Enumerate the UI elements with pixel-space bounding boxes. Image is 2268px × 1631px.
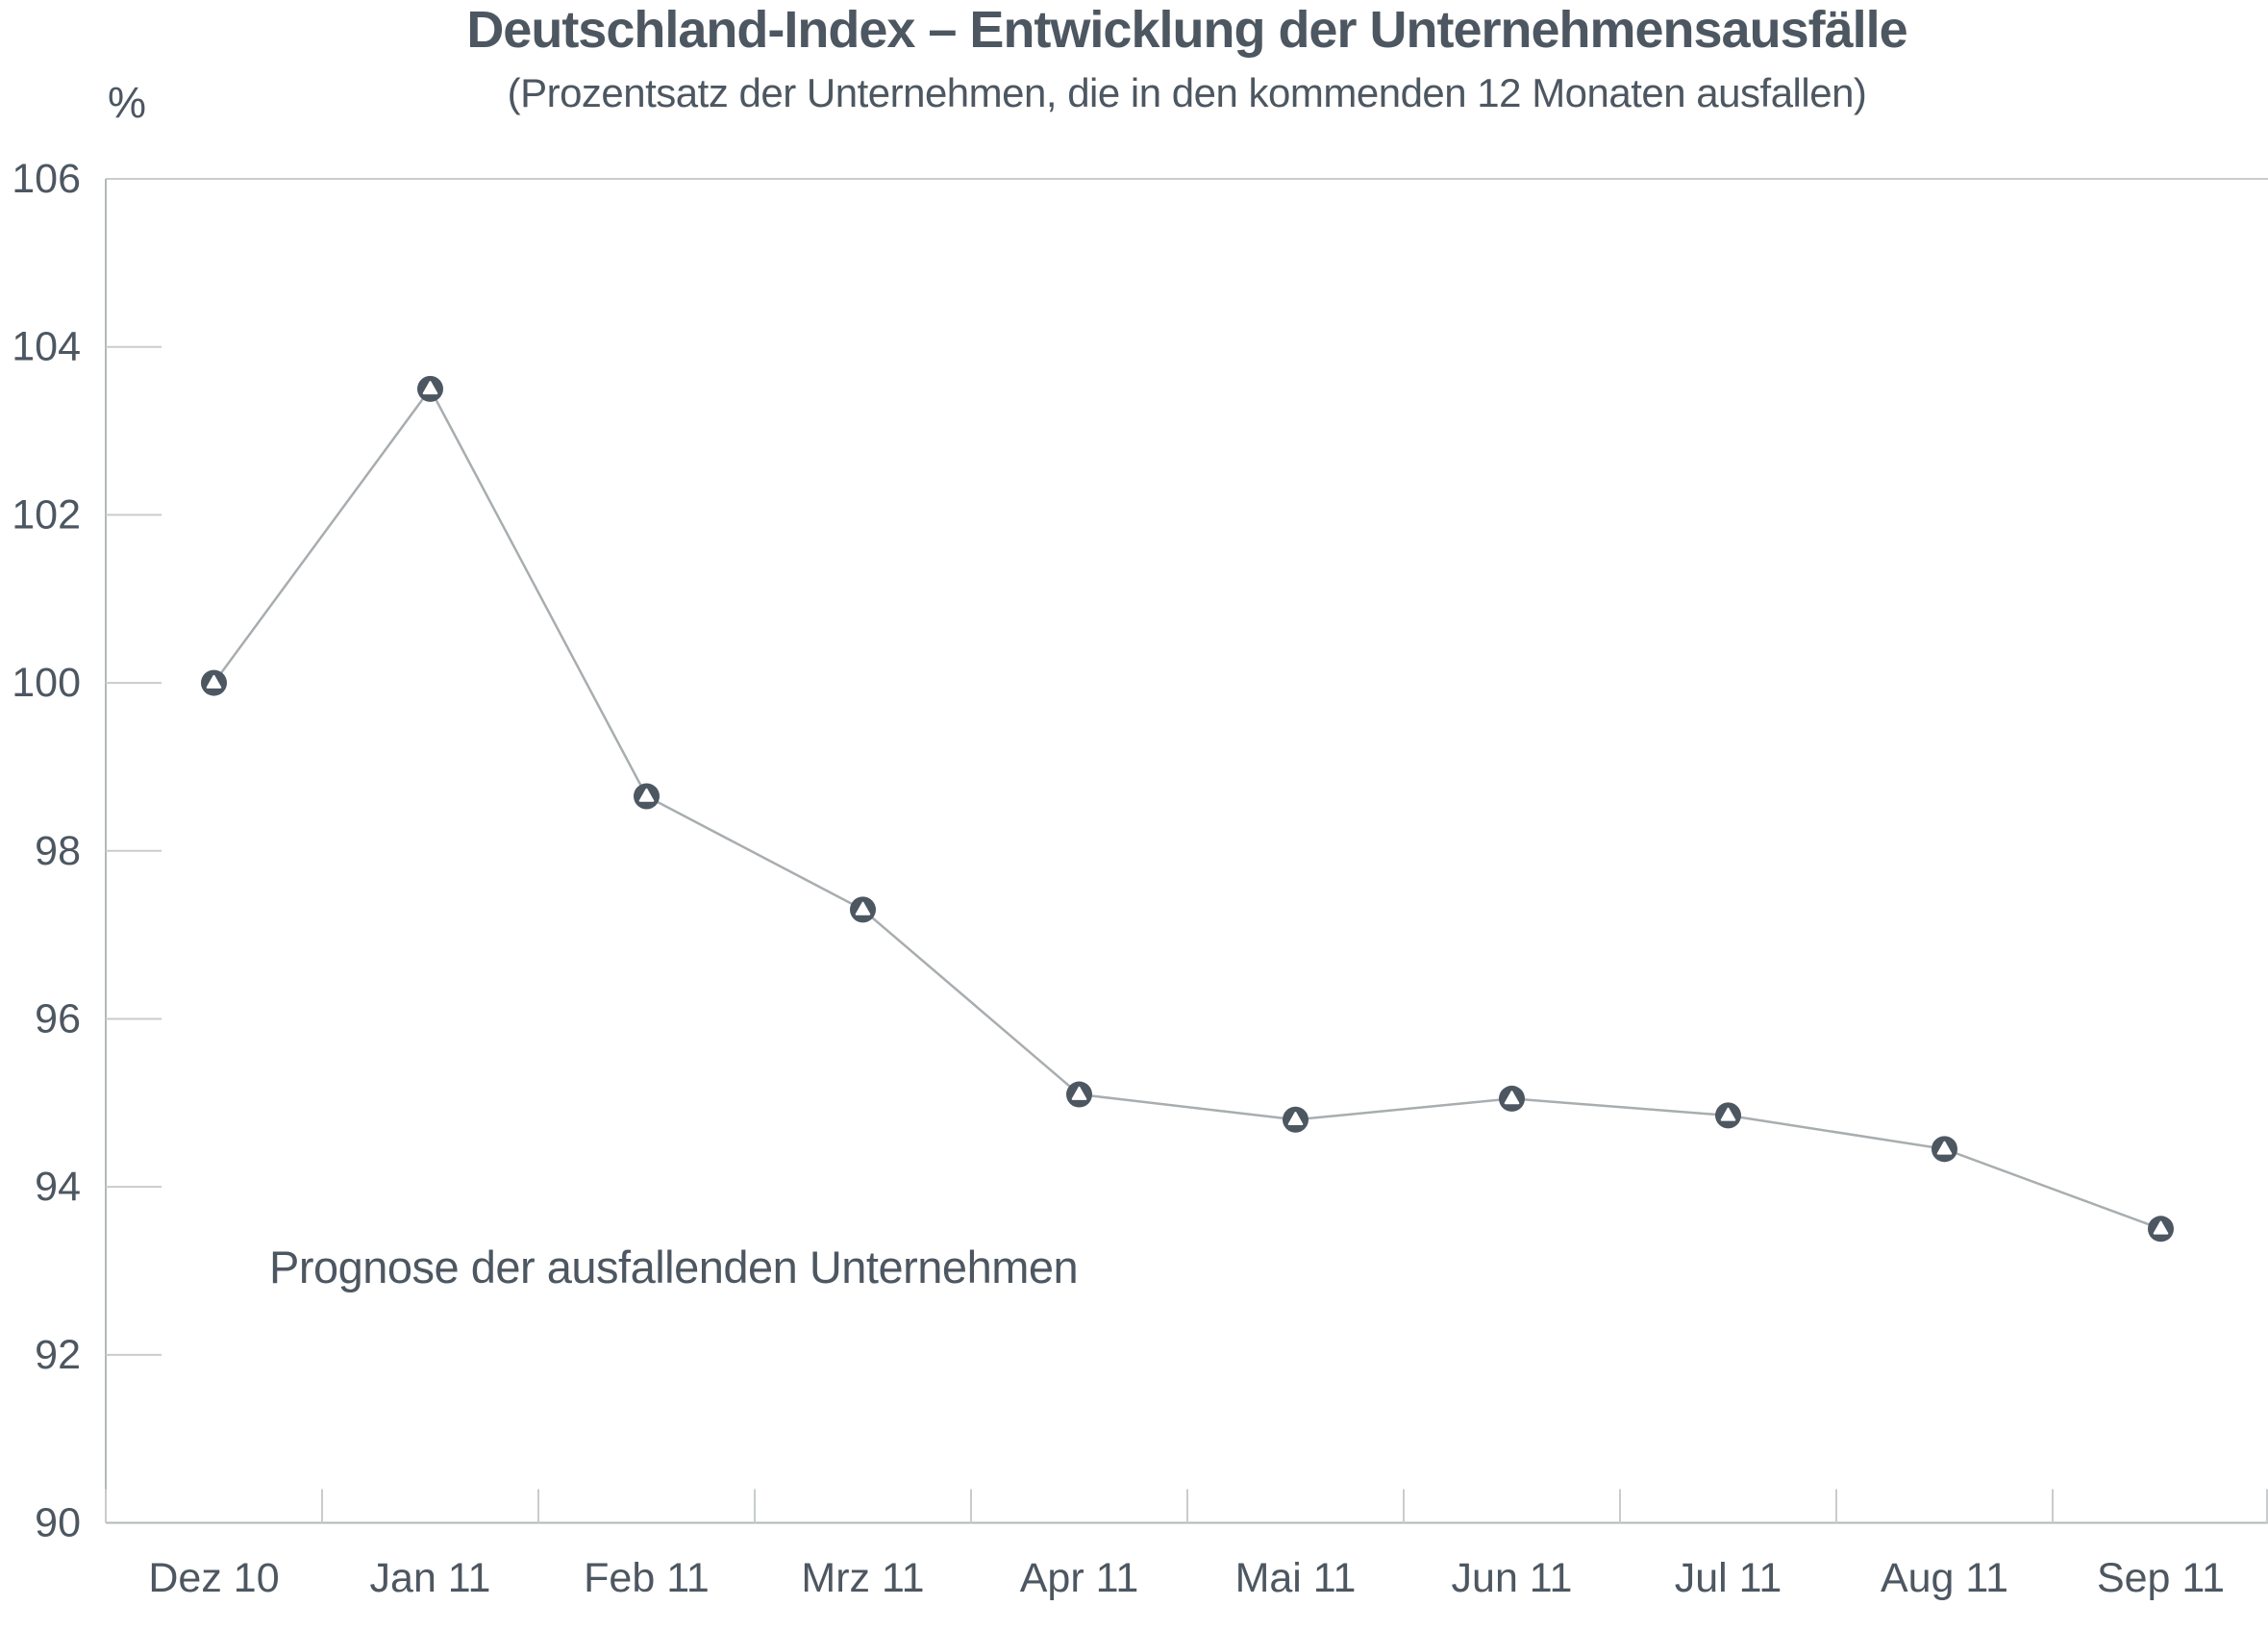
x-tick-label: Jan 11	[370, 1555, 491, 1601]
x-tick-label: Aug 11	[1881, 1555, 2008, 1601]
x-tick-label: Apr 11	[1020, 1555, 1139, 1601]
x-tick-label: Feb 11	[584, 1555, 710, 1601]
chart-subtitle: (Prozentsatz der Unternehmen, die in den…	[507, 70, 1867, 115]
marker-triangle-icon	[206, 674, 222, 689]
y-tick-label: 102	[12, 491, 81, 538]
x-tick-label: Jul 11	[1675, 1555, 1782, 1601]
y-tick-label: 90	[35, 1500, 81, 1546]
x-tick-label: Mai 11	[1235, 1555, 1357, 1601]
marker-triangle-icon	[1287, 1112, 1304, 1126]
y-tick-label: 104	[12, 324, 81, 370]
y-axis-unit-label: %	[108, 78, 147, 127]
marker-triangle-icon	[1504, 1091, 1520, 1105]
y-tick-label: 100	[12, 660, 81, 706]
y-tick-label: 94	[35, 1164, 81, 1210]
y-tick-label: 98	[35, 828, 81, 874]
marker-triangle-icon	[1071, 1086, 1087, 1100]
x-tick-label: Sep 11	[2097, 1555, 2225, 1601]
marker-triangle-icon	[638, 788, 655, 802]
series-line	[212, 387, 2161, 1230]
x-tick-label: Mrz 11	[801, 1555, 924, 1601]
series-annotation-label: Prognose der ausfallenden Unternehmen	[269, 1242, 1079, 1292]
chart-title: Deutschland-Index – Entwicklung der Unte…	[466, 1, 1907, 59]
marker-triangle-icon	[1720, 1107, 1736, 1121]
y-tick-label: 92	[35, 1332, 81, 1378]
marker-triangle-icon	[2153, 1220, 2169, 1235]
marker-triangle-icon	[422, 381, 438, 395]
x-tick-label: Dez 10	[148, 1555, 279, 1601]
x-tick-label: Jun 11	[1452, 1555, 1573, 1601]
marker-triangle-icon	[855, 901, 871, 916]
marker-triangle-icon	[1936, 1141, 1953, 1155]
y-tick-label: 106	[12, 156, 81, 202]
y-tick-label: 96	[35, 995, 81, 1041]
